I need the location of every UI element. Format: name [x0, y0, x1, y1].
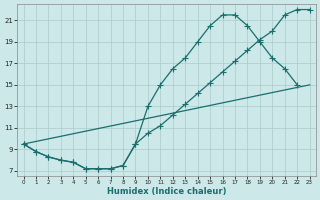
X-axis label: Humidex (Indice chaleur): Humidex (Indice chaleur)	[107, 187, 226, 196]
